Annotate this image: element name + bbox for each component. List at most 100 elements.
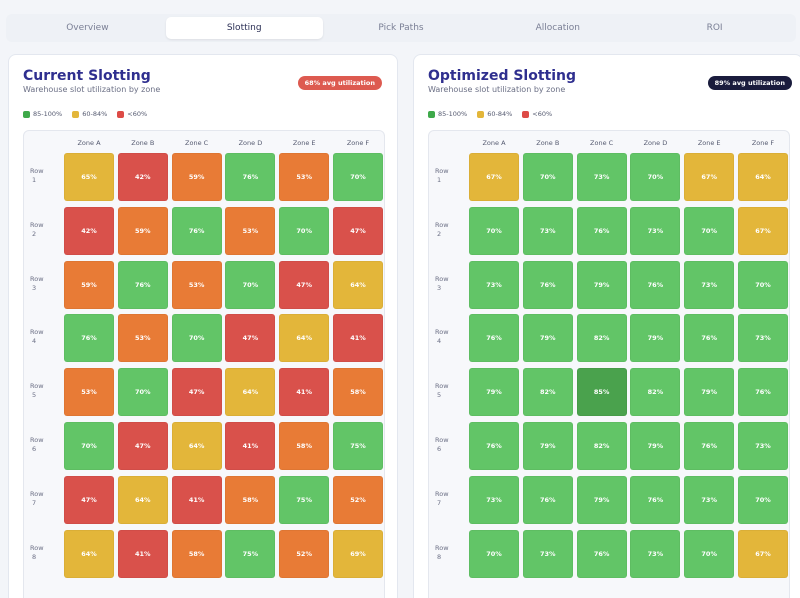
heatmap-cell[interactable]: 73%	[738, 314, 788, 363]
heatmap-cell[interactable]: 73%	[630, 206, 681, 255]
heatmap-cell[interactable]: 42%	[117, 153, 168, 201]
heatmap-cell[interactable]: 64%	[64, 529, 114, 578]
heatmap-cell[interactable]: 58%	[333, 368, 383, 417]
heatmap-cell[interactable]: 76%	[576, 206, 627, 255]
heatmap-cell[interactable]: 53%	[279, 153, 330, 201]
heatmap-cell[interactable]: 73%	[630, 529, 681, 578]
heatmap-cell[interactable]: 79%	[522, 314, 573, 363]
heatmap-cell[interactable]: 76%	[576, 529, 627, 578]
heatmap-cell[interactable]: 75%	[279, 475, 330, 524]
heatmap-cell[interactable]: 58%	[225, 475, 276, 524]
heatmap-cell[interactable]: 76%	[117, 260, 168, 309]
heatmap-cell[interactable]: 70%	[279, 206, 330, 255]
heatmap-cell[interactable]: 73%	[738, 422, 788, 470]
heatmap-cell[interactable]: 85%	[576, 368, 627, 417]
heatmap-cell[interactable]: 64%	[738, 153, 788, 201]
heatmap-cell[interactable]: 67%	[738, 206, 788, 255]
heatmap-cell[interactable]: 41%	[171, 475, 222, 524]
heatmap-cell[interactable]: 47%	[117, 422, 168, 470]
heatmap-cell[interactable]: 69%	[333, 529, 383, 578]
heatmap-cell[interactable]: 70%	[64, 422, 114, 470]
heatmap-cell[interactable]: 73%	[522, 529, 573, 578]
heatmap-cell[interactable]: 82%	[576, 422, 627, 470]
heatmap-cell[interactable]: 76%	[171, 206, 222, 255]
heatmap-cell[interactable]: 76%	[684, 422, 735, 470]
heatmap-cell[interactable]: 79%	[684, 368, 735, 417]
heatmap-cell[interactable]: 76%	[469, 422, 519, 470]
heatmap-cell[interactable]: 82%	[576, 314, 627, 363]
heatmap-cell[interactable]: 75%	[333, 422, 383, 470]
heatmap-cell[interactable]: 76%	[630, 475, 681, 524]
heatmap-cell[interactable]: 73%	[684, 475, 735, 524]
heatmap-cell[interactable]: 70%	[117, 368, 168, 417]
heatmap-cell[interactable]: 58%	[279, 422, 330, 470]
heatmap-cell[interactable]: 70%	[469, 206, 519, 255]
heatmap-cell[interactable]: 67%	[738, 529, 788, 578]
heatmap-cell[interactable]: 82%	[630, 368, 681, 417]
heatmap-cell[interactable]: 73%	[469, 475, 519, 524]
heatmap-cell[interactable]: 41%	[279, 368, 330, 417]
heatmap-cell[interactable]: 76%	[522, 475, 573, 524]
tab-slotting[interactable]: Slotting	[165, 17, 323, 39]
heatmap-cell[interactable]: 70%	[333, 153, 383, 201]
heatmap-cell[interactable]: 73%	[522, 206, 573, 255]
heatmap-cell[interactable]: 53%	[171, 260, 222, 309]
heatmap-cell[interactable]: 67%	[469, 153, 519, 201]
heatmap-cell[interactable]: 79%	[522, 422, 573, 470]
heatmap-cell[interactable]: 75%	[225, 529, 276, 578]
heatmap-cell[interactable]: 65%	[64, 153, 114, 201]
heatmap-cell[interactable]: 47%	[225, 314, 276, 363]
heatmap-cell[interactable]: 76%	[64, 314, 114, 363]
heatmap-cell[interactable]: 76%	[630, 260, 681, 309]
heatmap-cell[interactable]: 70%	[630, 153, 681, 201]
heatmap-cell[interactable]: 53%	[117, 314, 168, 363]
heatmap-cell[interactable]: 79%	[469, 368, 519, 417]
heatmap-cell[interactable]: 73%	[576, 153, 627, 201]
heatmap-cell[interactable]: 70%	[738, 475, 788, 524]
heatmap-cell[interactable]: 64%	[279, 314, 330, 363]
heatmap-cell[interactable]: 70%	[684, 206, 735, 255]
heatmap-cell[interactable]: 52%	[333, 475, 383, 524]
heatmap-cell[interactable]: 47%	[171, 368, 222, 417]
heatmap-cell[interactable]: 79%	[576, 475, 627, 524]
heatmap-cell[interactable]: 64%	[333, 260, 383, 309]
heatmap-cell[interactable]: 73%	[684, 260, 735, 309]
tab-overview[interactable]: Overview	[66, 23, 109, 33]
heatmap-cell[interactable]: 59%	[117, 206, 168, 255]
heatmap-cell[interactable]: 76%	[225, 153, 276, 201]
heatmap-cell[interactable]: 76%	[522, 260, 573, 309]
heatmap-cell[interactable]: 59%	[64, 260, 114, 309]
heatmap-cell[interactable]: 42%	[64, 206, 114, 255]
heatmap-cell[interactable]: 58%	[171, 529, 222, 578]
heatmap-cell[interactable]: 64%	[171, 422, 222, 470]
heatmap-cell[interactable]: 47%	[279, 260, 330, 309]
heatmap-cell[interactable]: 76%	[469, 314, 519, 363]
heatmap-cell[interactable]: 70%	[225, 260, 276, 309]
heatmap-cell[interactable]: 70%	[684, 529, 735, 578]
heatmap-cell[interactable]: 73%	[469, 260, 519, 309]
heatmap-cell[interactable]: 41%	[225, 422, 276, 470]
heatmap-cell[interactable]: 79%	[630, 422, 681, 470]
heatmap-cell[interactable]: 59%	[171, 153, 222, 201]
heatmap-cell[interactable]: 76%	[738, 368, 788, 417]
tab-pick-paths[interactable]: Pick Paths	[378, 23, 424, 33]
heatmap-cell[interactable]: 82%	[522, 368, 573, 417]
heatmap-cell[interactable]: 67%	[684, 153, 735, 201]
heatmap-cell[interactable]: 76%	[684, 314, 735, 363]
heatmap-cell[interactable]: 70%	[469, 529, 519, 578]
tab-allocation[interactable]: Allocation	[535, 23, 580, 33]
heatmap-cell[interactable]: 47%	[64, 475, 114, 524]
heatmap-cell[interactable]: 53%	[64, 368, 114, 417]
heatmap-cell[interactable]: 64%	[225, 368, 276, 417]
heatmap-cell[interactable]: 47%	[333, 206, 383, 255]
heatmap-cell[interactable]: 79%	[630, 314, 681, 363]
heatmap-cell[interactable]: 41%	[333, 314, 383, 363]
heatmap-cell[interactable]: 53%	[225, 206, 276, 255]
heatmap-cell[interactable]: 64%	[117, 475, 168, 524]
tab-roi[interactable]: ROI	[706, 23, 723, 33]
heatmap-cell[interactable]: 79%	[576, 260, 627, 309]
heatmap-cell[interactable]: 70%	[738, 260, 788, 309]
heatmap-cell[interactable]: 70%	[171, 314, 222, 363]
heatmap-cell[interactable]: 52%	[279, 529, 330, 578]
heatmap-cell[interactable]: 41%	[117, 529, 168, 578]
